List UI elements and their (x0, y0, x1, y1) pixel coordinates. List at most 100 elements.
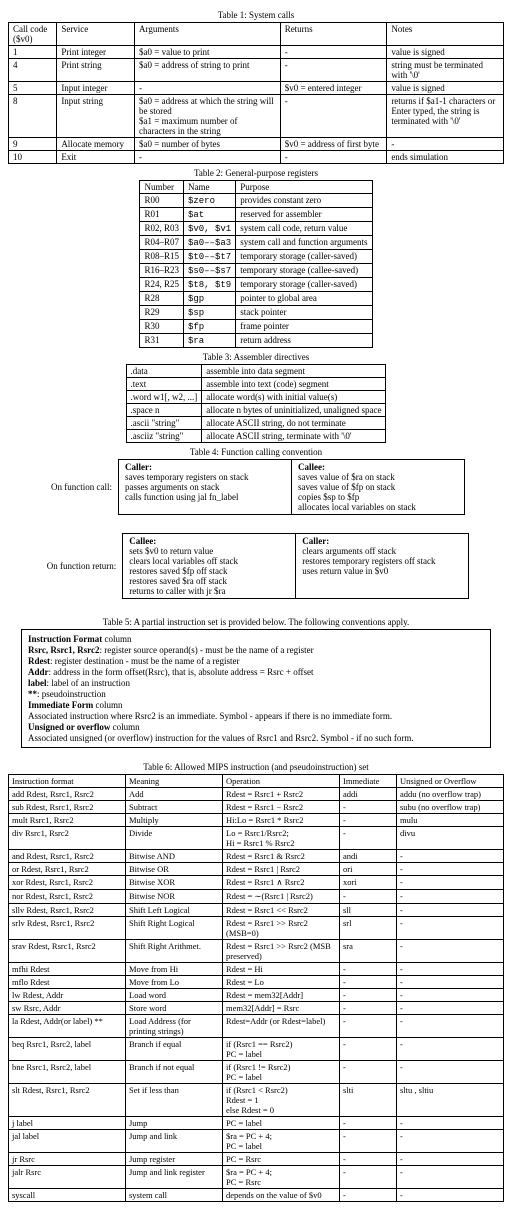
t6-cell: Lo = Rsrc1/Rsrc2;Hi = Rsrc1 % Rsrc2 (223, 827, 340, 850)
t2-cell: R31 (140, 334, 184, 348)
t1-cell: Allocate memory (57, 138, 135, 151)
t6-cell: Shift Right Logical (126, 917, 223, 940)
t6-header: Unsigned or Overflow (397, 775, 504, 788)
t6-cell: Bitwise XOR (126, 876, 223, 890)
t6-cell: mult Rsrc1, Rsrc2 (9, 814, 126, 827)
t2-cell: $s0––$s7 (183, 264, 235, 278)
t2-cell: R08–R15 (140, 250, 184, 264)
t6-cell: Rdest = Rsrc1 >> Rsrc2 (MSB preserved) (223, 940, 340, 963)
t4-on-return-label: On function return: (43, 534, 123, 599)
t2-caption: Table 2: General-purpose registers (8, 168, 504, 178)
t1-cell: $v0 = entered integer (280, 82, 387, 95)
t2-cell: R16–R23 (140, 264, 184, 278)
t6-cell: - (397, 1117, 504, 1130)
t6-cell: div Rsrc1, Rsrc2 (9, 827, 126, 850)
t6-cell: - (397, 1189, 504, 1202)
t2-cell: $zero (183, 194, 235, 208)
t1-header: Notes (387, 23, 504, 46)
t2-cell: R29 (140, 306, 184, 320)
t3-cell: .word w1[, w2, ...] (126, 391, 202, 404)
t6-cell: and Rdest, Rsrc1, Rsrc2 (9, 850, 126, 863)
t2-cell: $fp (183, 320, 235, 334)
t1-header: Service (57, 23, 135, 46)
t6-cell: - (397, 1166, 504, 1189)
t6-cell: Rdest=Addr (or Rdest=label) (223, 1015, 340, 1038)
t6-cell: Branch if equal (126, 1038, 223, 1061)
t3-cell: assemble into text (code) segment (202, 378, 386, 391)
t6-cell: Rdest = Rsrc1 − Rsrc2 (223, 801, 340, 814)
t1-cell: 10 (9, 151, 57, 164)
t5-line: Rdest: register destination - must be th… (28, 656, 484, 666)
t6-cell: PC = Rsrc (223, 1153, 340, 1166)
t1-cell: Print string (57, 59, 135, 82)
t6-cell: - (340, 827, 397, 850)
t6-cell: bne Rsrc1, Rsrc2, label (9, 1061, 126, 1084)
t6-header: Operation (223, 775, 340, 788)
t1-cell: Print integer (57, 46, 135, 59)
t1-cell: returns if $a1-1 characters or Enter typ… (387, 95, 504, 138)
t4-caller-call: saves temporary registers on stackpasses… (125, 472, 248, 502)
t2-cell: reserved for assembler (236, 208, 372, 222)
t6-cell: - (397, 1153, 504, 1166)
t6-cell: depends on the value of $v0 (223, 1189, 340, 1202)
t6-cell: if (Rsrc1 != Rsrc2) PC = label (223, 1061, 340, 1084)
t6-cell: - (397, 1002, 504, 1015)
t5-caption: Table 5: A partial instruction set is pr… (8, 617, 504, 627)
t6-cell: sra (340, 940, 397, 963)
t2-cell: R00 (140, 194, 184, 208)
t6-cell: ori (340, 863, 397, 876)
t6-cell: andi (340, 850, 397, 863)
t2-cell: R01 (140, 208, 184, 222)
t6-cell: or Rdest, Rsrc1, Rsrc2 (9, 863, 126, 876)
t5-line: Addr: address in the form offset(Rsrc), … (28, 667, 484, 677)
t1-cell: Input string (57, 95, 135, 138)
t6-cell: addi (340, 788, 397, 801)
t2-header: Name (183, 181, 235, 194)
t6-cell: subu (no overflow trap) (397, 801, 504, 814)
t2-cell: $a0––$a3 (183, 236, 235, 250)
t6-cell: $ra = PC + 4;PC = Rsrc (223, 1166, 340, 1189)
t5-line: label: label of an instruction (28, 678, 484, 688)
t6-cell: mflo Rdest (9, 976, 126, 989)
t6-cell: $ra = PC + 4;PC = label (223, 1130, 340, 1153)
t2-cell: return address (236, 334, 372, 348)
t5-line: Associated instruction where Rsrc2 is an… (28, 711, 484, 721)
t6-cell: - (340, 1061, 397, 1084)
t6-cell: sub Rdest, Rsrc1, Rsrc2 (9, 801, 126, 814)
t6-cell: - (340, 989, 397, 1002)
t6-cell: sw Rsrc, Addr (9, 1002, 126, 1015)
t6-cell: system call (126, 1189, 223, 1202)
t1-cell: - (280, 46, 387, 59)
t6-cell: xor Rdest, Rsrc1, Rsrc2 (9, 876, 126, 890)
t3-cell: allocate n bytes of uninitialized, unali… (202, 404, 386, 417)
t3-cell: .asciiz "string" (126, 430, 202, 443)
t6-cell: - (397, 904, 504, 917)
t6-cell: - (340, 1189, 397, 1202)
t5-line: Instruction Format column (28, 634, 484, 644)
t6-cell: Shift Right Arithmet. (126, 940, 223, 963)
t6-cell: - (397, 876, 504, 890)
t1-caption: Table 1: System calls (8, 10, 504, 20)
t3-cell: allocate word(s) with initial value(s) (202, 391, 386, 404)
t3: .dataassemble into data segment.textasse… (126, 364, 387, 443)
t4-caller-ret: clears arguments off stackrestores tempo… (302, 546, 435, 576)
t2-cell: pointer to global area (236, 292, 372, 306)
t2-cell: $t8, $t9 (183, 278, 235, 292)
t3-cell: .data (126, 365, 202, 378)
t6-cell: if (Rsrc1 < Rsrc2) Rdest = 1else Rdest =… (223, 1084, 340, 1117)
t6: Instruction formatMeaningOperationImmedi… (8, 774, 504, 1202)
t6-cell: srav Rdest, Rsrc1, Rsrc2 (9, 940, 126, 963)
t2-cell: $gp (183, 292, 235, 306)
t1-header: Call code ($v0) (9, 23, 57, 46)
t2-header: Purpose (236, 181, 372, 194)
t5-line: Associated unsigned (or overflow) instru… (28, 733, 484, 743)
t6-cell: Rdest = Hi (223, 963, 340, 976)
t6-cell: Rdest = Rsrc1 >> Rsrc2 (MSB=0) (223, 917, 340, 940)
t1-cell: $v0 = address of first byte (280, 138, 387, 151)
t6-cell: Rdest = Rsrc1 & Rsrc2 (223, 850, 340, 863)
t2-cell: R28 (140, 292, 184, 306)
t1-header: Returns (280, 23, 387, 46)
t6-cell: Bitwise NOR (126, 890, 223, 904)
t6-cell: Move from Hi (126, 963, 223, 976)
t6-cell: - (340, 1038, 397, 1061)
